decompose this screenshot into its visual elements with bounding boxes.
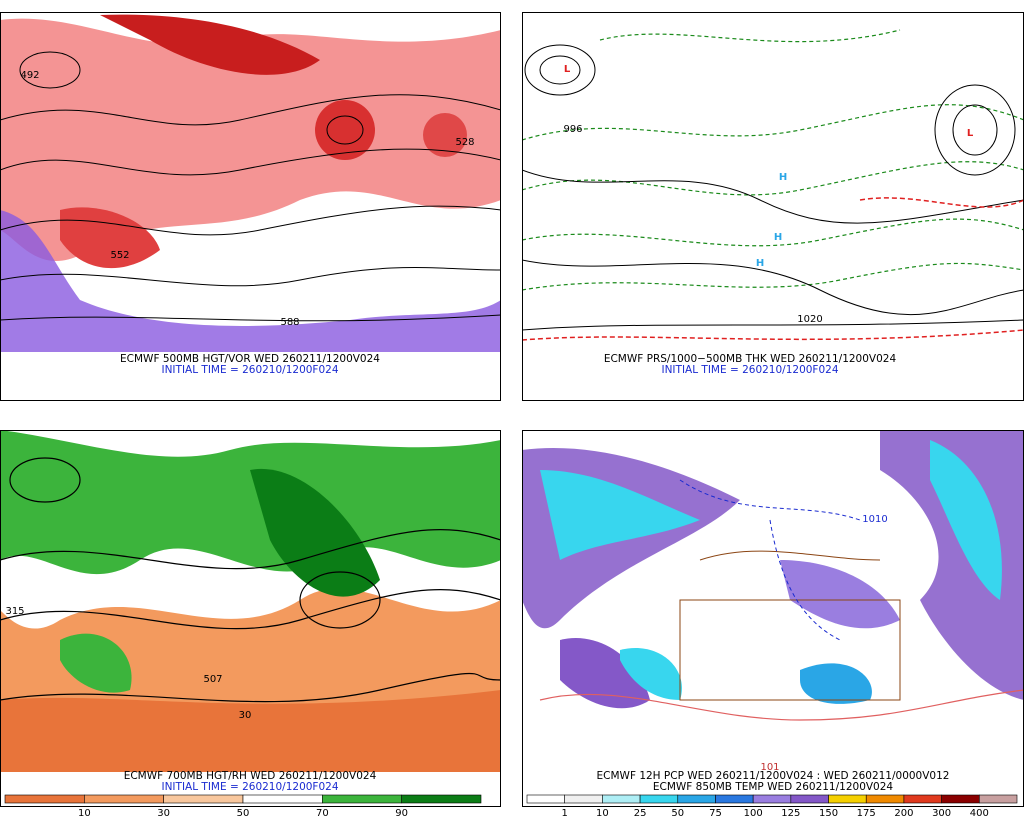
colorbar-swatch [903,794,942,804]
colorbar-swatch [979,794,1018,804]
colorbar-swatch [677,794,716,804]
map-500mb [0,12,501,352]
colorbar-swatch [526,794,565,804]
colorbar-swatch [4,794,85,804]
colorbar-swatch [828,794,867,804]
contour-label: 101 [760,762,779,773]
colorbar-swatch [865,794,905,804]
colorbar-label: 30 [157,808,170,819]
contour-label: H [756,258,764,269]
colorbar-label: 175 [857,808,876,819]
contour-label: 528 [455,137,474,148]
colorbar-label: 100 [744,808,763,819]
colorbar-label: 1 [562,808,568,819]
colorbar-swatch [564,794,603,804]
colorbar-label: 150 [819,808,838,819]
contour-label: 996 [563,124,582,135]
colorbar-label: 200 [894,808,913,819]
colorbar-label: 10 [78,808,91,819]
initial-time: INITIAL TIME = 260210/1200F024 [661,364,838,376]
panel-frame [0,12,501,401]
colorbar-swatch [242,794,323,804]
initial-time: INITIAL TIME = 260210/1200F024 [161,364,338,376]
caption: ECMWF 12H PCP WED 260211/1200V024 : WED … [597,770,950,782]
colorbar-swatch [790,794,829,804]
colorbar-swatch [752,794,792,804]
caption: ECMWF 500MB HGT/VOR WED 260211/1200V024 [120,353,380,365]
colorbar-label: 50 [671,808,684,819]
colorbar-swatch [322,794,402,804]
map-pressure [522,12,1024,352]
contour-label: L [564,64,571,75]
caption: ECMWF PRS/1000−500MB THK WED 260211/1200… [604,353,897,365]
colorbar-swatch [639,794,679,804]
contour-label: 315 [5,606,24,617]
contour-label: L [967,128,974,139]
colorbar-swatch [941,794,980,804]
contour-label: H [774,232,782,243]
contour-label: 492 [20,70,39,81]
colorbar-label: 10 [596,808,609,819]
colorbar-swatch [602,794,641,804]
colorbar-swatch [84,794,164,804]
colorbar-label: 50 [237,808,250,819]
contour-label: 588 [280,317,299,328]
colorbar-label: 75 [709,808,722,819]
contour-label: 552 [110,250,129,261]
map-700mb [0,430,501,772]
map-precip [522,430,1024,772]
panel-frame [0,430,501,807]
colorbar-label: 125 [781,808,800,819]
caption: ECMWF 700MB HGT/RH WED 260211/1200V024 [124,770,377,782]
caption-2: ECMWF 850MB TEMP WED 260211/1200V024 [653,781,894,793]
colorbar-label: 400 [970,808,989,819]
colorbar-label: 70 [316,808,329,819]
colorbars: 10 30 50 70 90 1 10 25 50 75 100 125 150 175 200 300 400 [4,794,1018,819]
colorbar-label: 300 [932,808,951,819]
colorbar-label: 90 [395,808,408,819]
contour-label: 1020 [797,314,822,325]
contour-label: 30 [239,710,252,721]
map-labels: 492 552 528 588 L L H H H 1020 996 315 507 30 1010 101 [5,64,973,773]
initial-time: INITIAL TIME = 260210/1200F024 [161,781,338,793]
colorbar-swatch [401,794,482,804]
colorbar-swatch [163,794,244,804]
colorbar-label: 25 [634,808,647,819]
contour-label: 507 [203,674,222,685]
colorbar-swatch [715,794,754,804]
contour-label: H [779,172,787,183]
contour-label: 1010 [862,514,887,525]
